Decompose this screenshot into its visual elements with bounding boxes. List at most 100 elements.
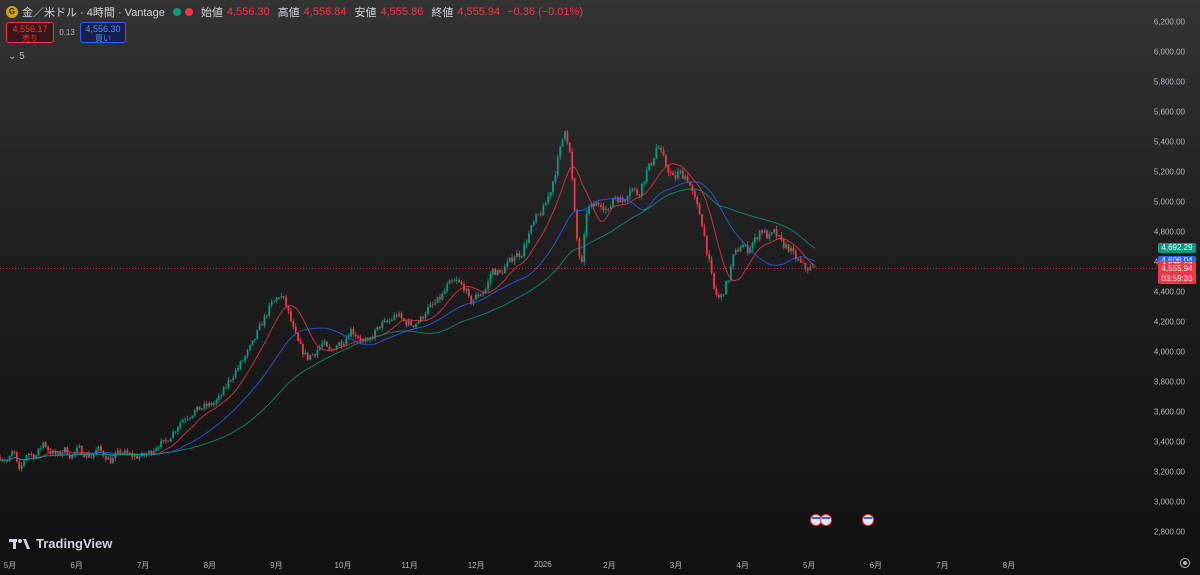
candle — [614, 196, 617, 199]
brand-name: TradingView — [36, 536, 113, 551]
candle — [503, 266, 506, 274]
candle — [302, 344, 304, 355]
candle — [814, 266, 816, 268]
candle — [357, 336, 360, 338]
data-status-icon — [184, 8, 193, 16]
candle — [157, 447, 160, 449]
settings-gear-icon[interactable] — [1180, 558, 1190, 568]
candle — [749, 248, 751, 253]
candle — [285, 297, 287, 306]
candle — [782, 239, 785, 248]
candle — [225, 387, 227, 388]
candle — [554, 175, 557, 182]
candle — [405, 320, 408, 326]
tradingview-logo[interactable]: TradingView — [9, 536, 112, 551]
candle — [657, 147, 660, 149]
candle — [215, 399, 218, 404]
candle — [66, 447, 69, 456]
buy-button[interactable]: 4,556.30 買い — [80, 22, 126, 43]
candle — [660, 147, 663, 151]
candle — [427, 307, 429, 314]
price-tick: 3,600.00 — [1153, 407, 1185, 417]
candle — [350, 328, 352, 337]
candle — [340, 342, 343, 346]
candle — [210, 402, 213, 406]
candle — [220, 395, 223, 397]
candle — [253, 338, 256, 341]
candle — [20, 465, 23, 469]
time-tick: 6月 — [869, 561, 883, 570]
candle — [234, 370, 237, 378]
candle — [773, 229, 776, 233]
candle — [624, 199, 626, 202]
candle — [378, 326, 381, 328]
symbol-title[interactable]: 金／米ドル · 4時間 · Vantage — [22, 7, 165, 19]
candle — [597, 202, 600, 205]
candle — [662, 150, 665, 156]
candle — [455, 280, 458, 281]
candle — [47, 447, 49, 451]
ma-mid-line — [0, 181, 816, 461]
candle — [720, 294, 723, 298]
candle — [116, 450, 119, 454]
candle — [51, 450, 54, 454]
candle — [232, 377, 235, 381]
indicators-toggle[interactable]: ⌄ 5 — [8, 51, 25, 62]
candle — [326, 341, 328, 347]
candle — [133, 455, 136, 457]
candle — [799, 259, 802, 263]
candle — [246, 349, 249, 357]
candle — [559, 146, 562, 158]
candle — [547, 195, 550, 204]
candle — [431, 304, 434, 306]
event-flag-icon[interactable] — [820, 514, 832, 526]
candle — [381, 321, 384, 328]
candle — [766, 230, 768, 239]
candle — [669, 172, 672, 174]
event-flag-icon[interactable] — [862, 514, 874, 526]
candle — [556, 157, 559, 176]
candle — [737, 249, 739, 252]
candle — [696, 197, 699, 204]
candle — [691, 185, 694, 192]
change-value: −0.36 (−0.01%) — [507, 6, 583, 18]
candle — [383, 320, 386, 322]
candle — [609, 206, 612, 209]
candle — [54, 450, 57, 455]
candle — [342, 343, 345, 346]
candle — [607, 208, 610, 210]
candle — [641, 183, 643, 196]
candle — [552, 181, 554, 193]
candle — [280, 296, 283, 298]
candle — [289, 310, 292, 322]
candle — [458, 280, 461, 283]
candle — [708, 253, 711, 260]
candle — [465, 288, 468, 291]
candle — [282, 296, 285, 298]
time-tick: 2026 — [533, 560, 552, 569]
time-tick: 6月 — [70, 561, 83, 570]
ma-short-line — [0, 163, 816, 461]
price-tick: 5,200.00 — [1153, 167, 1185, 177]
candle — [576, 210, 578, 239]
sell-button[interactable]: 4,556.17 売り — [6, 22, 54, 43]
low-value: 4,555.86 — [380, 6, 424, 18]
close-label: 終値 — [431, 7, 454, 19]
candle — [393, 315, 396, 320]
candle — [400, 313, 403, 319]
candle — [109, 457, 112, 464]
candle — [273, 300, 275, 302]
candle — [172, 431, 174, 439]
candle — [208, 402, 211, 407]
candle — [0, 457, 1, 461]
candle — [636, 189, 638, 195]
time-tick: 2月 — [603, 561, 616, 570]
candle — [222, 387, 225, 396]
candle — [424, 313, 427, 319]
candle — [703, 226, 706, 236]
candle — [164, 439, 167, 442]
candle — [710, 259, 713, 273]
candle — [528, 233, 530, 244]
time-tick: 7月 — [936, 561, 949, 570]
